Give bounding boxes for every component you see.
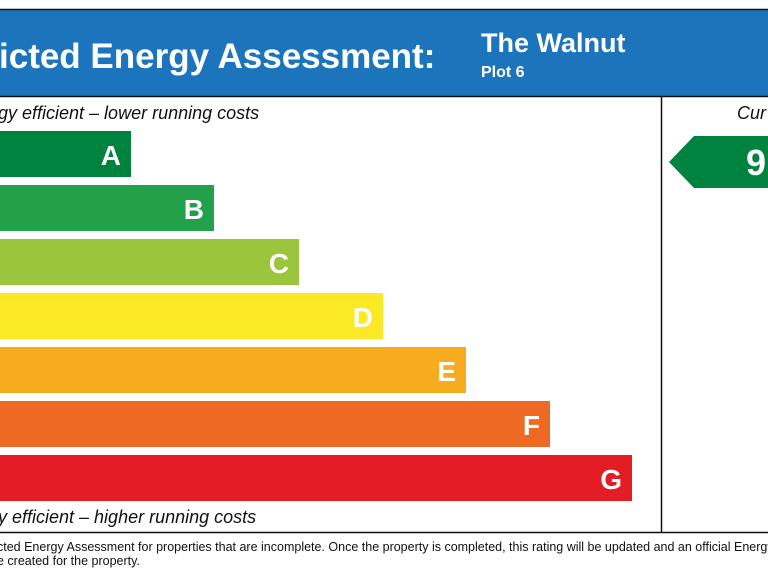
property-name: The Walnut [481,28,625,58]
rating-bar [0,455,632,501]
rating-bar [0,293,383,339]
rating-bar [0,185,214,231]
current-rating: 9 [746,142,766,183]
rating-bar [0,239,299,285]
header-title: icted Energy Assessment: [0,37,435,76]
top-scale-label: gy efficient – lower running costs [0,103,259,123]
rating-bar [0,401,550,447]
footer-line: cted Energy Assessment for properties th… [0,540,768,554]
rating-letter: B [184,194,204,225]
rating-bar [0,347,466,393]
rating-letter: C [269,248,289,279]
rating-bands: A B C D E F G [0,131,632,501]
current-label: Cur [737,103,767,123]
rating-letter: D [353,302,373,333]
rating-bar [0,131,131,177]
header-band [0,9,768,96]
plot-number: Plot 6 [481,64,525,81]
current-arrow [669,136,768,188]
footer-line: e created for the property. [0,554,140,568]
rating-letter: A [101,140,121,171]
rating-letter: G [600,464,622,495]
rating-letter: E [437,356,456,387]
rating-letter: F [523,410,540,441]
bottom-scale-label: y efficient – higher running costs [0,507,256,527]
